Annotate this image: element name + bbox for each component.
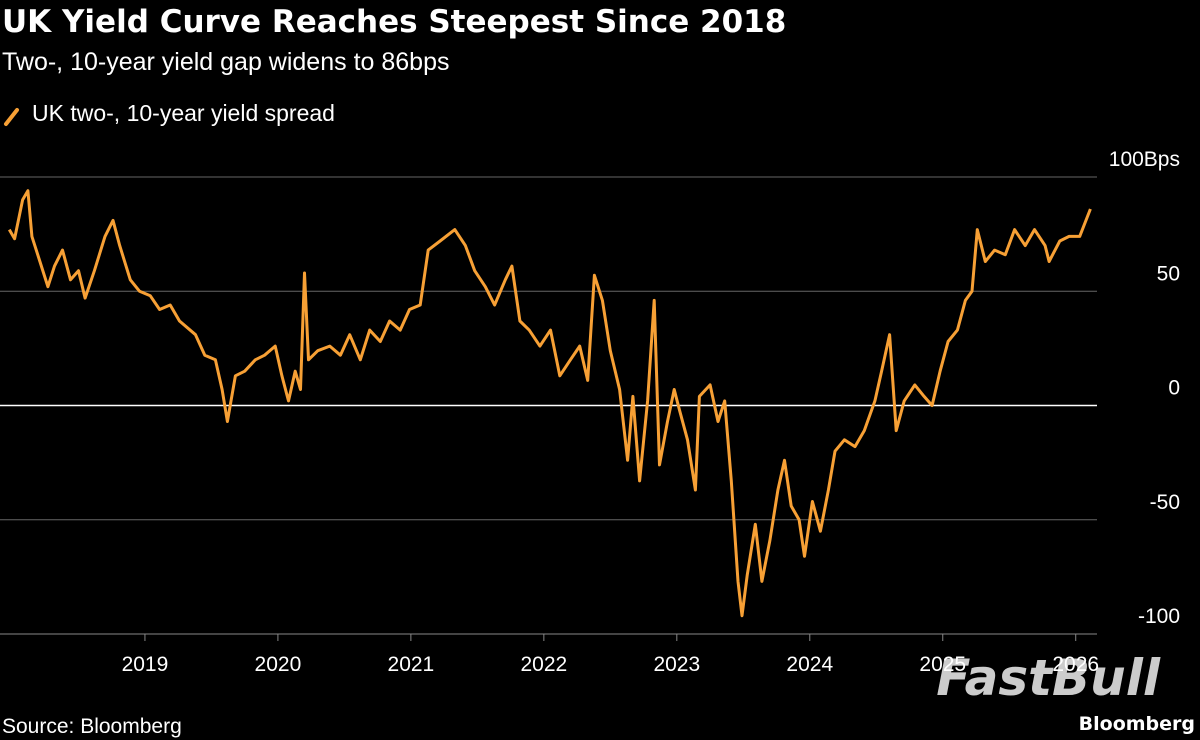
x-tick-label: 2023 <box>653 653 700 676</box>
legend-label: UK two-, 10-year yield spread <box>32 100 335 126</box>
x-tick-label: 2026 <box>1052 653 1099 676</box>
y-tick-label: -100 <box>1138 605 1180 628</box>
x-tick-label: 2021 <box>388 653 435 676</box>
data-line <box>8 189 1092 618</box>
credit: Bloomberg <box>1079 713 1195 735</box>
x-tick-label: 2020 <box>255 653 302 676</box>
legend-swatch <box>4 108 19 126</box>
chart-subtitle: Two-, 10-year yield gap widens to 86bps <box>2 48 449 76</box>
source: Source: Bloomberg <box>2 715 182 738</box>
x-tick-label: 2019 <box>122 653 169 676</box>
chart-title: UK Yield Curve Reaches Steepest Since 20… <box>2 4 786 40</box>
watermark: FastBull <box>936 649 1161 707</box>
x-tick-label: 2022 <box>520 653 567 676</box>
y-tick-label: 100Bps <box>1109 148 1180 171</box>
x-tick-label: 2024 <box>786 653 833 676</box>
y-tick-label: 50 <box>1157 262 1180 285</box>
x-tick-label: 2025 <box>919 653 966 676</box>
y-tick-label: 0 <box>1168 377 1180 400</box>
y-tick-label: -50 <box>1150 491 1180 514</box>
